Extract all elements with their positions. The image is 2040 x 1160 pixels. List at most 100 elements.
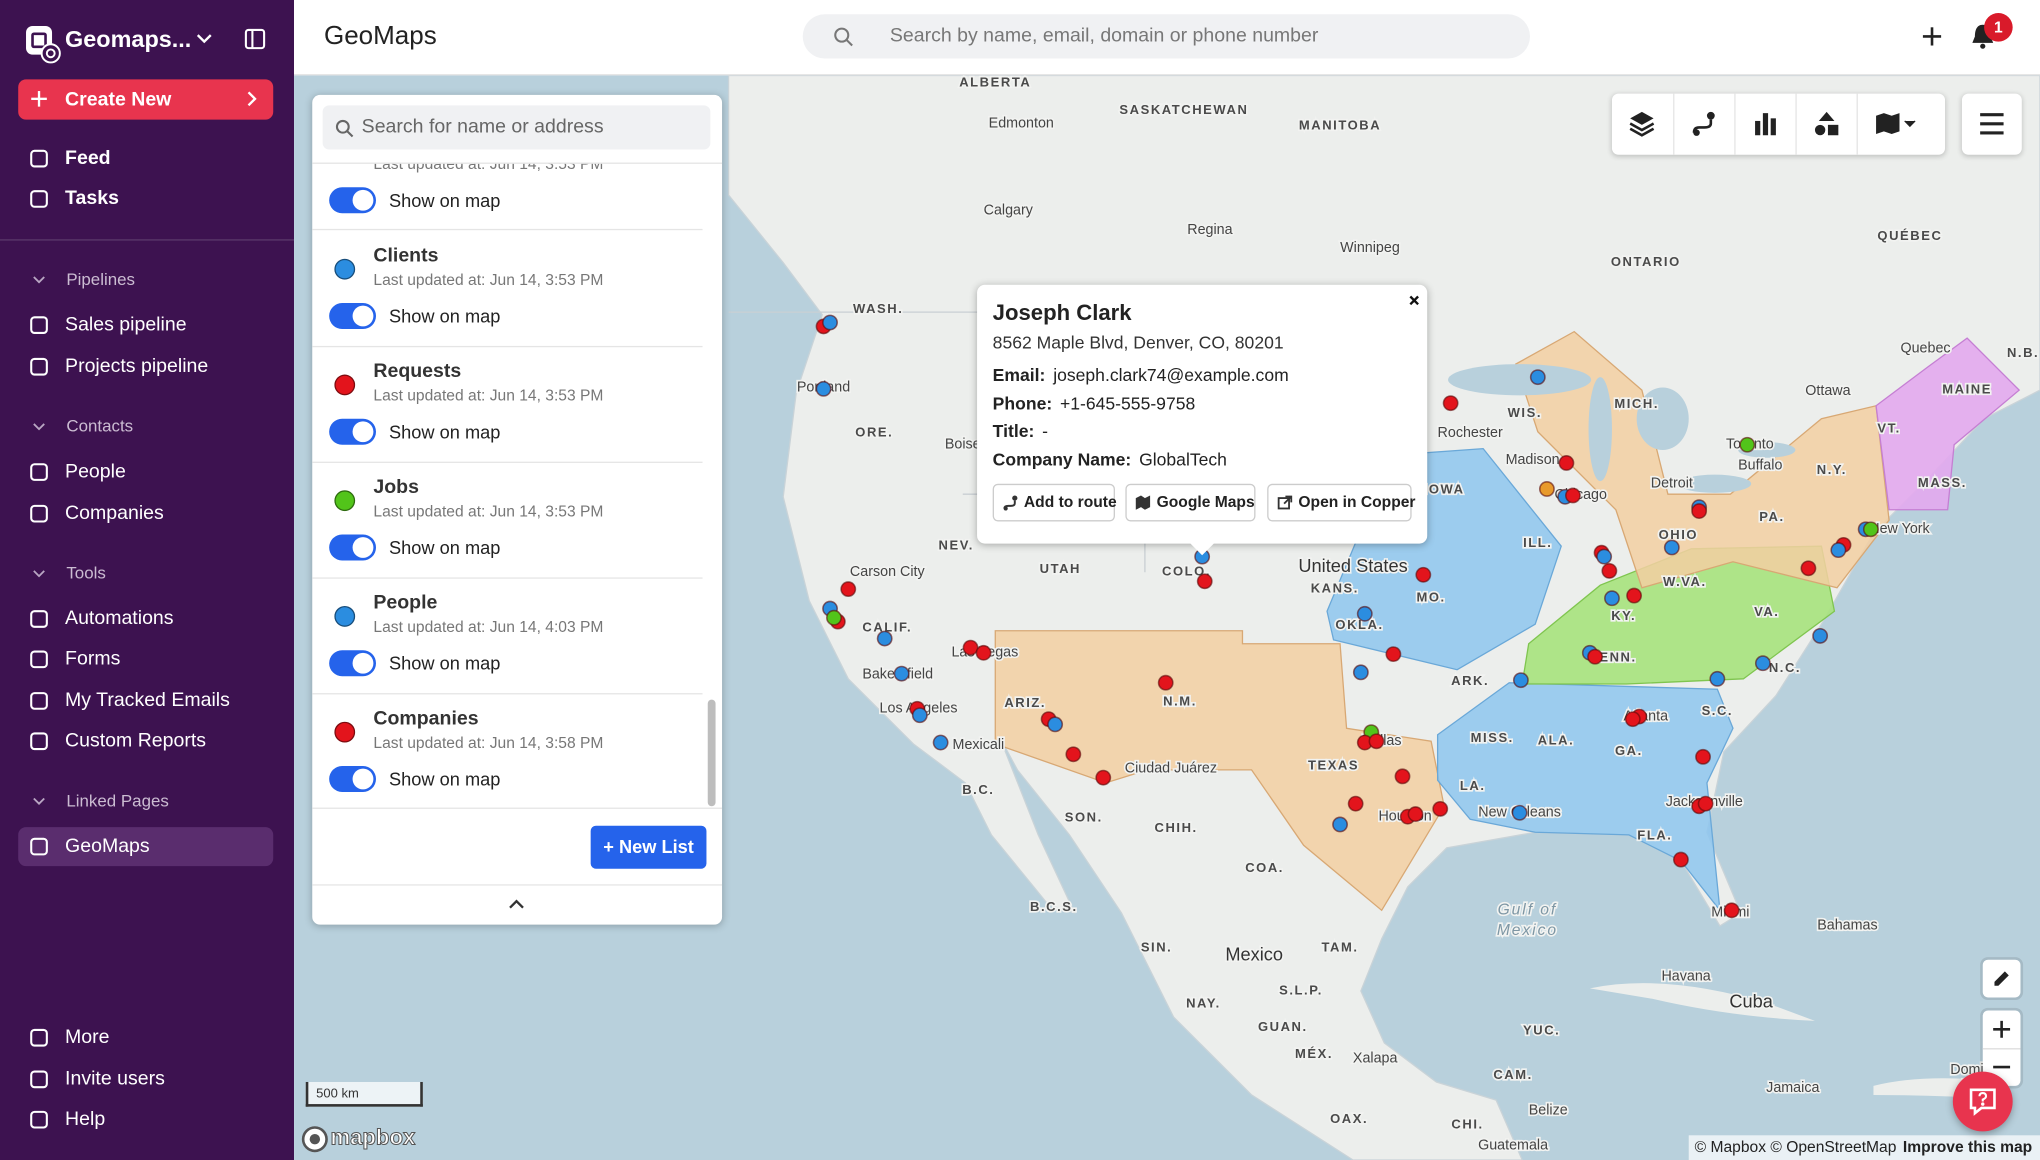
toggle-knob: [352, 189, 374, 211]
nav-icon: [30, 190, 48, 208]
map-label: N.Y.: [1817, 462, 1847, 477]
map-marker: [1695, 748, 1711, 765]
global-search[interactable]: Search by name, email, domain or phone n…: [802, 14, 1530, 59]
popup-close[interactable]: [1406, 293, 1422, 309]
nav-item[interactable]: Tasks: [65, 187, 119, 210]
nav-item[interactable]: Automations: [65, 607, 174, 630]
measure-button[interactable]: [1982, 959, 2021, 998]
nav-item[interactable]: Custom Reports: [65, 729, 207, 752]
map-label: MO.: [1416, 590, 1445, 605]
map-marker: [1862, 521, 1879, 538]
tool-icon: [1814, 111, 1839, 136]
show-on-map-toggle[interactable]: [329, 418, 376, 445]
map-label: ALA.: [1538, 733, 1575, 748]
map-tool-button[interactable]: [1795, 93, 1857, 155]
list-updated: Last updated at: Jun 14, 3:53 PM: [373, 162, 604, 173]
toggle-label: Show on map: [389, 421, 501, 443]
map-label: Mexicali: [953, 737, 1005, 753]
nav-item[interactable]: People: [65, 460, 126, 483]
show-on-map-toggle[interactable]: [329, 765, 376, 792]
list-name[interactable]: Jobs: [373, 475, 419, 499]
zoom-out[interactable]: [1983, 1048, 2021, 1086]
list-updated: Last updated at: Jun 14, 3:53 PM: [373, 501, 604, 521]
map-label: QUÉBEC: [1877, 228, 1942, 243]
create-new-button[interactable]: Create New: [18, 79, 274, 120]
add-button: [1922, 27, 1942, 46]
map-marker: [975, 644, 992, 661]
show-on-map-toggle[interactable]: [329, 187, 376, 214]
map-marker: [1415, 566, 1432, 583]
nav-item[interactable]: Invite users: [65, 1067, 165, 1090]
map-marker: [962, 639, 979, 656]
map-label: Mexico: [1497, 922, 1558, 939]
list-separator: [312, 345, 703, 348]
map-marker: [1739, 436, 1756, 453]
improve-map-link[interactable]: Improve this map: [1902, 1137, 2033, 1157]
popup-action-button[interactable]: Add to route: [992, 483, 1117, 522]
list-name[interactable]: Clients: [373, 244, 439, 267]
map-label: MISS.: [1471, 730, 1514, 745]
show-on-map-toggle[interactable]: [329, 534, 376, 561]
map-marker: [1511, 804, 1528, 821]
nav-item[interactable]: Help: [65, 1107, 106, 1131]
map-label: TEXAS: [1308, 757, 1359, 772]
section-chevron: [33, 570, 45, 578]
map-tool-button[interactable]: [1673, 93, 1735, 155]
nav-item[interactable]: Forms: [65, 647, 121, 670]
map-marker: [1352, 664, 1369, 681]
nav-item[interactable]: Feed: [65, 146, 111, 170]
popup-action-button[interactable]: Google Maps: [1125, 483, 1256, 522]
list-color-dot: [334, 258, 356, 280]
map-label: VT.: [1877, 421, 1900, 436]
map-label: WASH.: [853, 301, 903, 316]
nav-icon: [30, 1110, 48, 1129]
action-label: Add to route: [1023, 492, 1117, 512]
map-label: Buffalo: [1738, 457, 1782, 473]
list-name[interactable]: Requests: [373, 360, 462, 383]
list-name[interactable]: People: [373, 591, 438, 614]
tool-icon: [1755, 113, 1776, 136]
map-marker: [1442, 395, 1459, 412]
map-label: Mexico: [1225, 945, 1283, 965]
map-marker: [1626, 587, 1643, 604]
nav-item[interactable]: Companies: [65, 501, 164, 525]
nav-icon: [30, 504, 48, 523]
nav-item[interactable]: Projects pipeline: [65, 355, 209, 378]
zoom-in[interactable]: [1982, 1010, 2021, 1050]
map-marker: [1564, 487, 1581, 504]
map-label: Rochester: [1438, 425, 1503, 441]
menu-button[interactable]: [1961, 93, 2022, 155]
collapse-panel[interactable]: [312, 886, 722, 925]
nav-item[interactable]: More: [65, 1026, 110, 1049]
list-name[interactable]: Companies: [373, 707, 479, 730]
notification-badge[interactable]: 1: [1984, 13, 2013, 42]
mapbox-mark: [301, 1126, 328, 1153]
workspace-name[interactable]: Geomaps...: [65, 26, 192, 53]
nav-icon: [30, 650, 48, 669]
nav-icon: [30, 316, 48, 334]
map-label: CHI.: [1451, 1116, 1483, 1131]
field-label: Phone:: [992, 393, 1053, 414]
popup-action-button[interactable]: Open in Copper: [1267, 483, 1416, 522]
nav-item[interactable]: Sales pipeline: [65, 313, 187, 336]
attribution-text[interactable]: © Mapbox © OpenStreetMap: [1694, 1137, 1897, 1157]
map-label: ONTARIO: [1611, 254, 1681, 269]
section-chevron: [33, 276, 45, 284]
toggle-knob: [352, 768, 374, 790]
map-tool-button[interactable]: [1612, 94, 1673, 155]
map-marker: [1407, 806, 1424, 823]
nav-item[interactable]: My Tracked Emails: [65, 689, 230, 712]
nav-item[interactable]: GeoMaps: [65, 834, 150, 857]
new-list-button[interactable]: + New List: [590, 825, 707, 869]
toggle-knob: [352, 652, 374, 674]
show-on-map-toggle[interactable]: [329, 650, 376, 677]
map-tool-button[interactable]: [1856, 93, 1919, 155]
show-on-map-toggle[interactable]: [329, 303, 376, 330]
list-search[interactable]: Search for name or address: [322, 105, 711, 150]
toggle-knob: [352, 305, 374, 327]
map-tool-button[interactable]: [1734, 93, 1796, 155]
nav-icon: [30, 1070, 48, 1089]
help-button[interactable]: [1952, 1071, 2013, 1132]
map-label: Edmonton: [989, 115, 1054, 131]
map-label: TAM.: [1322, 939, 1359, 954]
